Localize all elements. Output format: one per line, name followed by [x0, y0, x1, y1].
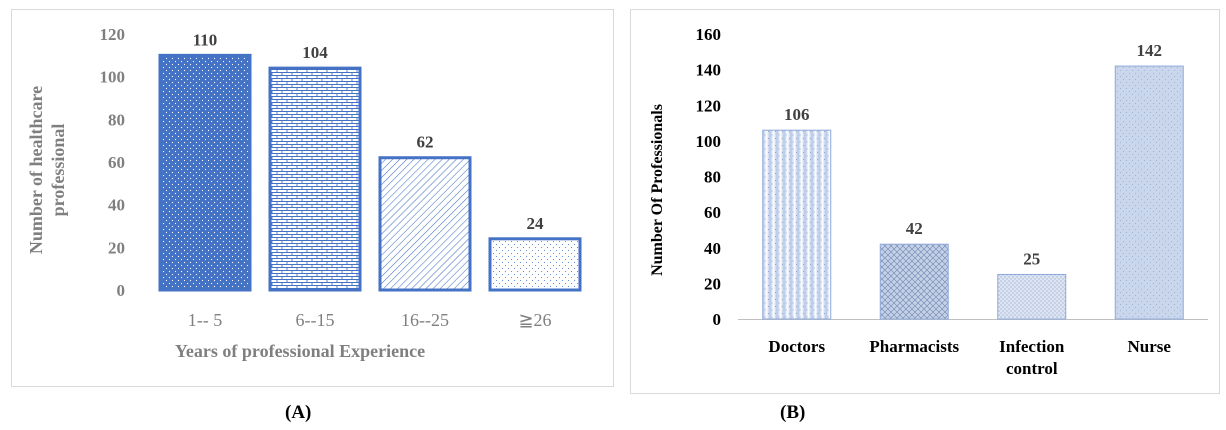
chart-a: 0 20 40 60 80 100 120 110 1-- 5 104 6--15 62 16--25 2… [26, 25, 582, 361]
chart-b-bar [762, 129, 832, 320]
chart-a-data-label: 104 [302, 43, 328, 62]
chart-a-ytick-label: 80 [108, 110, 125, 129]
chart-a-data-label: 62 [417, 133, 434, 152]
chart-b-category-label: Infection control [999, 337, 1065, 378]
chart-a-bar [488, 237, 582, 292]
chart-a-ytick-label: 0 [117, 281, 126, 300]
chart-a-bar [378, 156, 472, 292]
chart-b-data-label: 142 [1137, 41, 1163, 60]
chart-a-category-label: 16--25 [401, 310, 449, 330]
chart-b-ytick-label: 40 [704, 239, 721, 258]
chart-a-category-label: 1-- 5 [188, 310, 223, 330]
chart-a-data-label: 24 [527, 214, 545, 233]
chart-b-bar [997, 273, 1067, 320]
chart-b-ytick-label: 100 [696, 132, 722, 151]
chart-b-category-label: Doctors [768, 337, 825, 356]
chart-a-bar [158, 53, 252, 292]
chart-a-category-label: 6--15 [296, 310, 335, 330]
chart-b-category-label: Pharmacists [869, 337, 959, 356]
chart-b-y-axis-title: Number Of Professionals [649, 104, 666, 276]
chart-a-ytick-label: 20 [108, 238, 125, 257]
chart-a-ytick-label: 120 [100, 25, 126, 44]
panel-label-b: (B) [780, 402, 806, 423]
chart-a-ytick-label: 40 [108, 196, 125, 215]
chart-a-category-label: ≧26 [518, 310, 551, 330]
chart-b-ytick-label: 140 [696, 61, 722, 80]
chart-b-ytick-label: 80 [704, 168, 721, 187]
chart-a-data-label: 110 [193, 30, 218, 49]
chart-b-bar [879, 243, 949, 320]
chart-a-bar [268, 66, 362, 292]
panel-label-a: (A) [285, 402, 312, 423]
chart-a-ytick-label: 60 [108, 153, 125, 172]
chart-b: 0 20 40 60 80 100 120 140 160 106 Doctors 42 Pharmac… [649, 25, 1208, 378]
chart-b-data-label: 25 [1023, 249, 1040, 268]
chart-a-ytick-label: 100 [100, 68, 126, 87]
chart-b-data-label: 42 [906, 219, 923, 238]
chart-b-ytick-label: 20 [704, 274, 721, 293]
chart-b-data-label: 106 [784, 105, 810, 124]
chart-b-ytick-label: 120 [696, 96, 722, 115]
chart-b-ytick-label: 0 [713, 310, 722, 329]
chart-a-y-axis-title: Number of healthcare professional [26, 86, 68, 254]
chart-a-x-axis-title: Years of professional Experience [175, 341, 425, 361]
chart-b-ytick-label: 60 [704, 203, 721, 222]
chart-b-category-label: Nurse [1128, 337, 1172, 356]
chart-b-ytick-label: 160 [696, 25, 722, 44]
chart-b-bar [1114, 65, 1184, 320]
